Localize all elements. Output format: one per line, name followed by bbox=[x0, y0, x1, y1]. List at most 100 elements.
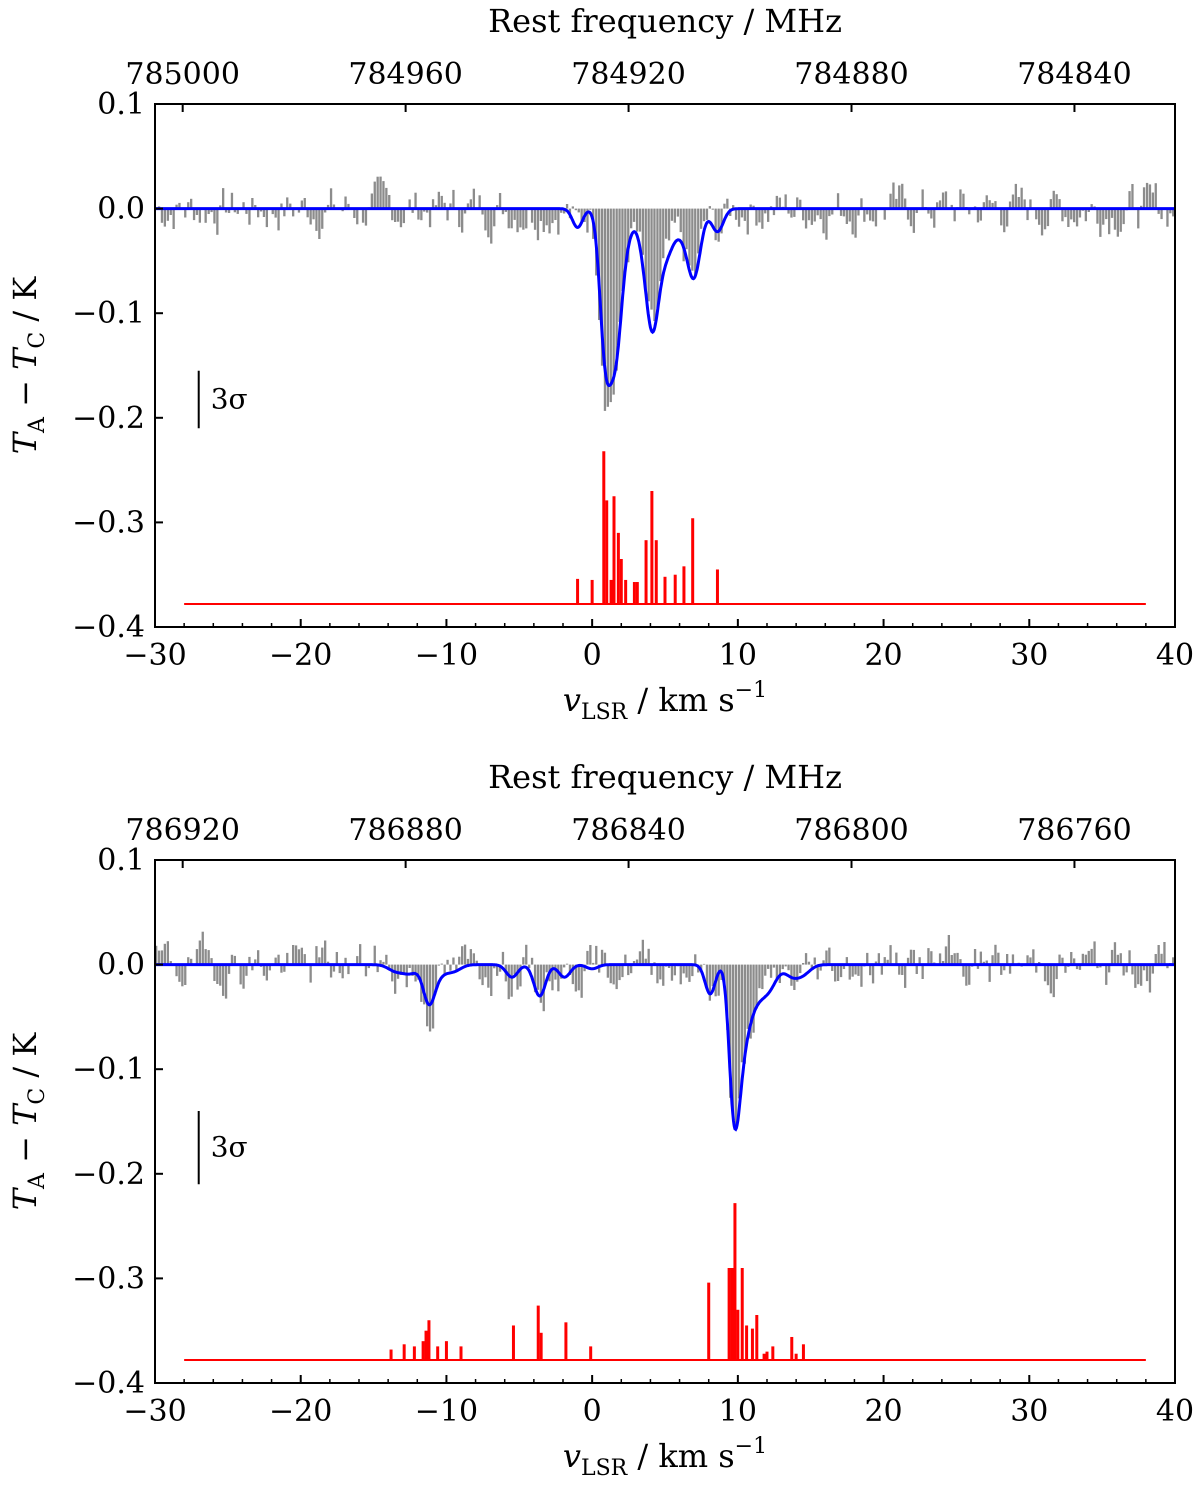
observed-channel bbox=[670, 208, 674, 221]
observed-channel bbox=[851, 208, 854, 235]
observed-channel bbox=[318, 208, 321, 239]
observed-channel bbox=[490, 964, 493, 996]
x-axis-title: vLSR / km s−1 bbox=[563, 1434, 767, 1481]
observed-channel bbox=[866, 952, 869, 965]
observed-channel bbox=[755, 208, 758, 226]
observed-channel bbox=[306, 208, 309, 218]
observed-channel bbox=[166, 208, 170, 221]
observed-channel bbox=[918, 957, 921, 965]
observed-channel bbox=[869, 208, 872, 221]
observed-channel bbox=[793, 208, 796, 217]
observed-channel bbox=[1078, 208, 1082, 218]
observed-channel bbox=[216, 208, 219, 235]
y-tick-label: −0.2 bbox=[72, 1157, 145, 1192]
observed-channel bbox=[711, 208, 714, 210]
observed-channel bbox=[187, 202, 190, 209]
observed-channel bbox=[1035, 964, 1038, 973]
observed-channel bbox=[449, 964, 452, 971]
observed-channel bbox=[394, 964, 397, 994]
observed-channel bbox=[1038, 208, 1041, 225]
observed-channel bbox=[871, 964, 875, 984]
frequency-tick-label: 784840 bbox=[1017, 57, 1132, 92]
observed-channel bbox=[752, 964, 755, 1033]
observed-channel bbox=[568, 964, 572, 975]
observed-channel bbox=[1084, 954, 1088, 965]
observed-channel bbox=[565, 204, 569, 209]
observed-channel bbox=[487, 208, 490, 238]
x-tick-label: −20 bbox=[269, 638, 332, 673]
observed-channel bbox=[1020, 187, 1023, 209]
observed-channel bbox=[571, 206, 575, 209]
observed-channel bbox=[283, 208, 286, 217]
observed-channel bbox=[1064, 964, 1067, 973]
observed-channel bbox=[784, 194, 787, 209]
observed-channel bbox=[790, 964, 793, 986]
observed-channel bbox=[845, 957, 849, 965]
observed-channel bbox=[1166, 208, 1169, 227]
observed-channel bbox=[321, 208, 324, 229]
observed-channel bbox=[941, 961, 945, 965]
observed-channel bbox=[804, 208, 808, 229]
observed-channel bbox=[160, 208, 164, 223]
observed-channel bbox=[554, 964, 557, 980]
observed-channel bbox=[551, 964, 554, 991]
observed-channel bbox=[516, 208, 519, 233]
observed-channel bbox=[944, 946, 948, 965]
observed-channel bbox=[163, 943, 167, 965]
observed-channel bbox=[458, 956, 461, 965]
observed-channel bbox=[434, 964, 438, 992]
observed-channel bbox=[1105, 208, 1108, 220]
y-tick-label: −0.4 bbox=[72, 1366, 145, 1401]
observed-channel bbox=[1151, 192, 1155, 209]
observed-channel bbox=[1052, 964, 1055, 998]
model-fit-line bbox=[155, 963, 1175, 1132]
observed-channel bbox=[737, 964, 741, 1099]
observed-channel bbox=[274, 957, 277, 965]
observed-channel bbox=[262, 208, 266, 217]
observed-channel bbox=[632, 208, 636, 222]
observed-channel bbox=[367, 964, 371, 969]
observed-channel bbox=[563, 208, 566, 214]
observed-channel bbox=[810, 964, 814, 969]
observed-channel bbox=[466, 203, 470, 209]
observed-channel bbox=[883, 957, 886, 965]
observed-channel bbox=[621, 964, 624, 978]
observed-channel bbox=[988, 200, 991, 209]
observed-channel bbox=[461, 208, 464, 233]
observed-channel bbox=[816, 964, 819, 980]
observed-channel bbox=[834, 964, 837, 982]
observed-channel bbox=[292, 208, 295, 217]
observed-channel bbox=[860, 964, 863, 987]
observed-channel bbox=[598, 964, 601, 973]
observed-channel bbox=[807, 208, 811, 221]
observed-channel bbox=[222, 188, 225, 209]
observed-channel bbox=[708, 964, 712, 1001]
observed-channel bbox=[388, 195, 391, 209]
frequency-axis-title: Rest frequency / MHz bbox=[488, 758, 842, 796]
observed-channel bbox=[749, 964, 752, 1039]
observed-channel bbox=[1110, 949, 1114, 965]
observed-channel bbox=[181, 964, 184, 987]
observed-channel bbox=[1090, 948, 1093, 965]
observed-channel bbox=[402, 208, 406, 224]
observed-channel bbox=[836, 964, 840, 981]
observed-channel bbox=[749, 204, 752, 209]
observed-channel bbox=[498, 193, 502, 209]
observed-channel bbox=[574, 208, 578, 211]
observed-channel bbox=[207, 208, 210, 214]
y-tick-label: −0.1 bbox=[72, 1052, 145, 1087]
observed-channel bbox=[481, 208, 484, 215]
observed-channel bbox=[595, 945, 598, 965]
y-tick-label: −0.3 bbox=[72, 505, 145, 540]
observed-channel bbox=[324, 208, 327, 213]
observed-channel bbox=[694, 208, 697, 277]
observed-channel bbox=[268, 964, 272, 971]
observed-channel bbox=[825, 950, 828, 965]
observed-channel bbox=[431, 199, 435, 209]
observed-channel bbox=[417, 964, 420, 980]
observed-channel bbox=[938, 200, 942, 209]
x-axis-ticks: −30 −20 −10 0 10 20 30 40 bbox=[123, 1375, 1194, 1429]
observed-channel bbox=[650, 208, 653, 310]
observed-channel bbox=[650, 964, 653, 975]
